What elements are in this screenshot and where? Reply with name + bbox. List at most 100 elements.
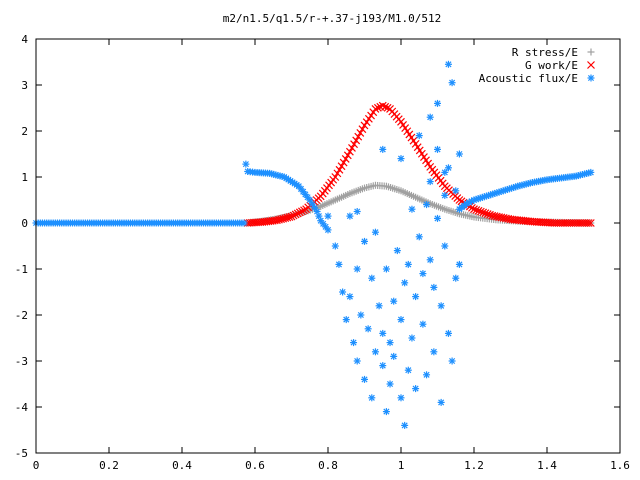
data-point xyxy=(339,288,347,296)
chart-title: m2/n1.5/q1.5/r-+.37-j193/M1.0/512 xyxy=(223,12,442,25)
data-point xyxy=(468,197,476,205)
data-point xyxy=(350,339,358,347)
data-point xyxy=(371,348,379,356)
data-point xyxy=(430,283,438,291)
data-point xyxy=(448,79,456,87)
data-point xyxy=(419,270,427,278)
data-point xyxy=(444,329,452,337)
x-tick-label: 1 xyxy=(398,459,405,472)
data-point xyxy=(348,144,356,152)
data-point xyxy=(346,212,354,220)
data-point xyxy=(401,279,409,287)
data-point xyxy=(242,160,250,168)
data-point xyxy=(479,208,488,217)
data-point xyxy=(587,168,595,176)
data-point xyxy=(295,208,304,217)
data-point xyxy=(339,158,348,167)
data-point xyxy=(358,125,367,134)
legend-marker xyxy=(587,74,595,82)
x-tick-label: 0.8 xyxy=(318,459,338,472)
data-point xyxy=(335,260,343,268)
data-point xyxy=(379,329,387,337)
data-point xyxy=(430,348,438,356)
data-point xyxy=(415,233,423,241)
data-point xyxy=(287,212,296,221)
data-point xyxy=(441,242,449,250)
legend-marker xyxy=(587,48,595,56)
y-tick-label: 2 xyxy=(21,125,28,138)
data-point xyxy=(331,242,339,250)
data-point xyxy=(481,209,490,218)
legend-marker xyxy=(587,61,595,69)
x-tick-label: 1.6 xyxy=(610,459,630,472)
data-point xyxy=(341,155,350,163)
data-point xyxy=(476,207,485,216)
data-point xyxy=(441,191,449,199)
data-point xyxy=(393,247,401,255)
y-tick-label: -5 xyxy=(15,447,28,460)
x-tick-label: 1.2 xyxy=(464,459,484,472)
data-point xyxy=(371,228,379,236)
data-point xyxy=(335,165,344,174)
data-point xyxy=(378,101,387,110)
data-point xyxy=(379,362,387,370)
data-point xyxy=(434,99,441,107)
legend-label: R stress/E xyxy=(512,46,578,59)
legend-label: Acoustic flux/E xyxy=(479,72,578,85)
data-point xyxy=(441,168,449,176)
data-point xyxy=(423,201,431,209)
data-point xyxy=(353,357,361,365)
data-point xyxy=(455,260,463,268)
data-point xyxy=(368,394,376,402)
data-point xyxy=(472,206,481,214)
data-point xyxy=(419,320,427,328)
data-point xyxy=(364,325,372,333)
data-point xyxy=(289,211,298,220)
x-tick-label: 0.2 xyxy=(99,459,119,472)
data-point xyxy=(586,219,595,227)
data-point xyxy=(415,132,423,140)
y-tick-label: 3 xyxy=(21,79,28,92)
data-point xyxy=(240,219,248,227)
data-point xyxy=(291,210,300,219)
data-point xyxy=(397,155,405,163)
y-tick-label: -1 xyxy=(15,263,28,276)
data-point xyxy=(373,103,382,112)
data-point xyxy=(437,398,445,406)
data-point xyxy=(353,208,361,215)
data-point xyxy=(390,352,398,360)
data-point xyxy=(343,151,352,160)
data-point xyxy=(311,204,319,212)
data-point xyxy=(381,102,390,111)
data-point xyxy=(470,205,478,214)
data-point xyxy=(408,334,416,342)
data-point xyxy=(397,316,405,324)
data-point xyxy=(486,210,494,219)
legend-label: G work/E xyxy=(525,59,578,72)
data-point xyxy=(293,209,302,218)
data-marks xyxy=(32,60,595,429)
data-point xyxy=(361,375,368,383)
data-point xyxy=(386,339,394,347)
x-tick-label: 0.6 xyxy=(245,459,265,472)
data-point xyxy=(382,265,390,273)
data-point xyxy=(483,210,492,218)
data-point xyxy=(397,394,405,402)
data-point xyxy=(371,104,380,113)
data-point xyxy=(361,237,368,245)
data-point xyxy=(324,226,332,234)
data-point xyxy=(337,162,346,171)
data-point xyxy=(345,147,354,156)
data-point xyxy=(404,366,412,374)
series-2 xyxy=(243,101,595,227)
data-point xyxy=(375,302,383,310)
y-tick-label: 1 xyxy=(21,171,28,184)
data-point xyxy=(426,256,434,264)
y-tick-label: -3 xyxy=(15,355,28,368)
data-point xyxy=(452,274,460,282)
data-point xyxy=(350,140,358,149)
data-point xyxy=(382,408,390,416)
y-tick-label: -4 xyxy=(15,401,29,414)
